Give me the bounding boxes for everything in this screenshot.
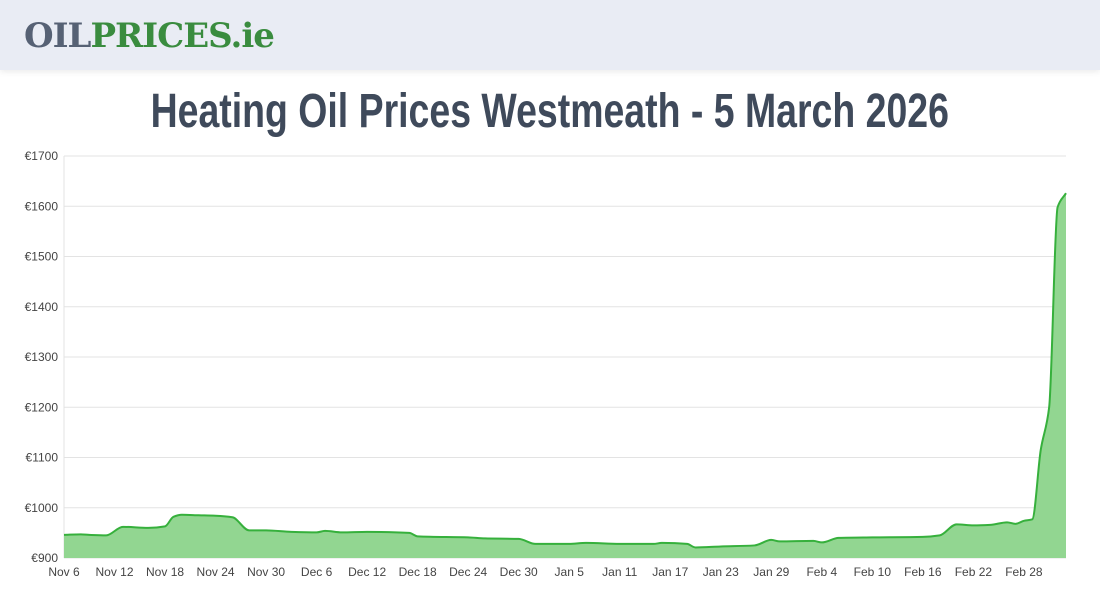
y-tick-label: €1700 [25,149,59,163]
x-tick-label: Feb 16 [904,565,942,579]
price-line [63,192,1067,549]
site-header: OILPRICES.ie [0,0,1100,70]
x-tick-label: Jan 29 [753,565,789,579]
logo-part-prices: PRICES.ie [90,16,274,56]
logo[interactable]: OILPRICES.ie [24,16,275,56]
x-tick-label: Dec 6 [301,565,333,579]
x-tick-label: Dec 30 [500,565,538,579]
x-tick-label: Jan 5 [555,565,585,579]
logo-part-oil: OIL [24,16,91,56]
x-tick-label: Dec 12 [348,565,386,579]
y-tick-label: €1100 [26,451,59,465]
x-tick-label: Feb 4 [806,565,837,579]
x-tick-label: Nov 12 [96,565,134,579]
price-area [64,193,1066,558]
y-tick-label: €1600 [25,199,59,213]
y-tick-label: €1500 [25,250,59,264]
y-tick-label: €1000 [25,501,59,515]
y-tick-label: €1400 [25,300,59,314]
x-tick-label: Feb 10 [854,565,892,579]
x-tick-label: Dec 24 [449,565,487,579]
page-title: Heating Oil Prices Westmeath - 5 March 2… [0,84,1100,139]
x-tick-label: Nov 24 [197,565,235,579]
x-tick-label: Nov 18 [146,565,184,579]
y-tick-label: €900 [31,551,58,565]
x-tick-label: Nov 30 [247,565,285,579]
x-tick-label: Feb 28 [1005,565,1043,579]
x-tick-label: Jan 17 [652,565,688,579]
x-tick-label: Dec 18 [399,565,437,579]
page-title-text: Heating Oil Prices Westmeath - 5 March 2… [150,85,950,138]
x-tick-label: Jan 23 [703,565,739,579]
x-tick-label: Feb 22 [955,565,993,579]
x-tick-label: Jan 11 [602,565,637,579]
y-tick-label: €1300 [25,350,59,364]
x-tick-label: Nov 6 [48,565,80,579]
y-tick-label: €1200 [25,400,59,414]
